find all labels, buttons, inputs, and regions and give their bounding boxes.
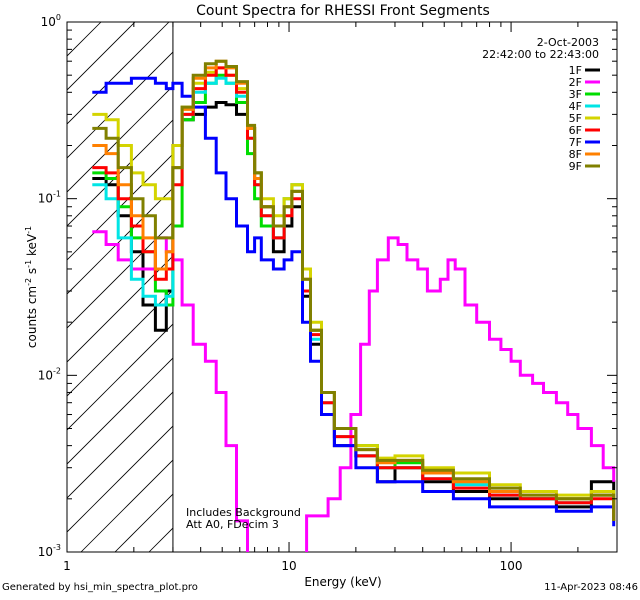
series-line-9F: [92, 59, 616, 521]
y-tick-label: 10-1: [38, 190, 61, 206]
x-tick-label: 100: [500, 559, 523, 573]
hatch-line: [67, 425, 173, 533]
hatch-line: [67, 391, 173, 499]
y-axis-label: counts cm-2 s-1 keV-1: [24, 226, 39, 348]
chart-title: Count Spectra for RHESSI Front Segments: [196, 3, 490, 19]
time-range-label: 22:42:00 to 22:43:00: [482, 48, 599, 61]
y-tick-label: 10-3: [38, 543, 61, 559]
hatch-line: [67, 119, 173, 227]
series-line-4F: [92, 76, 616, 521]
legend-label-1F: 1F: [569, 64, 582, 77]
legend-label-8F: 8F: [569, 148, 582, 161]
hatch-line: [67, 22, 102, 57]
footer-timestamp: 11-Apr-2023 08:46: [544, 582, 638, 593]
legend-label-6F: 6F: [569, 124, 582, 137]
series-line-2F: [92, 230, 616, 552]
hatch-line: [67, 85, 173, 193]
series-line-6F: [92, 66, 616, 521]
x-axis-label: Energy (keV): [304, 575, 381, 589]
legend-label-4F: 4F: [569, 100, 582, 113]
hatch-line: [67, 221, 173, 329]
series-line-7F: [92, 76, 616, 527]
x-tick-label: 1: [63, 559, 71, 573]
series-layer: [92, 59, 616, 552]
legend-label-5F: 5F: [569, 112, 582, 125]
hatch-line: [67, 357, 173, 465]
x-tick-label: 10: [281, 559, 296, 573]
legend-label-7F: 7F: [569, 136, 582, 149]
hatch-line: [67, 153, 173, 261]
legend-label-3F: 3F: [569, 88, 582, 101]
axes-layer: 1 10 100 100 10-1 10-2 10-3: [38, 13, 618, 573]
series-line-1F: [92, 101, 616, 521]
hatch-line: [67, 187, 173, 295]
note-attenuator: Att A0, FDecim 3: [186, 518, 279, 531]
legend-label-9F: 9F: [569, 160, 582, 173]
y-tick-label: 10-2: [38, 366, 61, 382]
footer-generated-by: Generated by hsi_min_spectra_plot.pro: [2, 582, 198, 593]
legend-label-2F: 2F: [569, 76, 582, 89]
date-label: 2-Oct-2003: [537, 36, 599, 49]
y-tick-label: 100: [41, 13, 61, 29]
hatch-line: [67, 22, 170, 125]
hatch-line: [80, 459, 173, 552]
note-background: Includes Background: [186, 506, 301, 519]
plot-frame: [66, 21, 618, 553]
hatch-line: [67, 51, 173, 159]
hatched-region: [67, 22, 173, 552]
